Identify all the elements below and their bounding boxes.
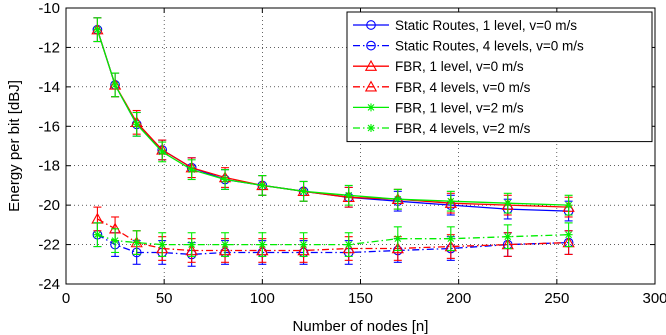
legend-marker — [366, 20, 376, 30]
ticks: 0 50 100 150 200 250 300 -10 -12 -14 -16 -18 -20 -22 -… — [38, 0, 666, 307]
data-point — [158, 240, 167, 249]
legend-label: FBR, 4 levels, v=2 m/s — [395, 121, 531, 136]
legend-marker — [367, 103, 375, 112]
data-point — [221, 175, 230, 184]
y-tick-label: -22 — [38, 237, 60, 254]
legend-entry: Static Routes, 1 level, v=0 m/s — [353, 18, 577, 33]
x-tick-label: 0 — [62, 290, 70, 307]
legend: Static Routes, 1 level, v=0 m/s Static Ro… — [346, 11, 653, 143]
legend-entry: FBR, 4 levels, v=0 m/s — [353, 80, 531, 95]
y-tick-label: -10 — [38, 0, 60, 17]
x-tick-label: 200 — [446, 290, 471, 307]
data-point — [299, 240, 308, 249]
x-tick-label: 150 — [348, 290, 373, 307]
legend-marker — [364, 59, 378, 71]
series-6 — [93, 222, 573, 257]
data-point — [344, 191, 353, 200]
data-point — [187, 240, 196, 249]
data-point — [564, 230, 573, 239]
y-tick-label: -20 — [38, 197, 60, 214]
data-point — [132, 120, 141, 129]
legend-marker — [367, 124, 375, 132]
legend-entry: Static Routes, 4 levels, v=0 m/s — [353, 39, 584, 54]
data-point — [258, 240, 267, 249]
data-point — [344, 240, 353, 249]
legend-entry: FBR, 1 level, v=0 m/s — [353, 59, 524, 74]
data-point — [564, 201, 573, 210]
x-tick-label: 300 — [642, 290, 666, 307]
data-point — [132, 238, 141, 247]
legend-marker — [366, 40, 376, 51]
data-point — [446, 234, 455, 243]
data-point — [158, 147, 167, 156]
legend-label: FBR, 4 levels, v=0 m/s — [395, 80, 531, 95]
data-point — [93, 230, 102, 239]
y-tick-label: -12 — [38, 39, 60, 56]
data-point — [111, 236, 120, 245]
legend-entry: FBR, 4 levels, v=2 m/s — [353, 121, 531, 136]
data-point — [258, 181, 267, 190]
legend-label: FBR, 1 level, v=0 m/s — [395, 59, 524, 74]
legend-entry: FBR, 1 level, v=2 m/s — [353, 100, 524, 115]
x-tick-label: 250 — [544, 290, 569, 307]
data-point — [446, 197, 455, 206]
data-point — [221, 240, 230, 249]
y-tick-label: -18 — [38, 158, 60, 175]
y-tick-label: -14 — [38, 79, 60, 96]
legend-box — [346, 11, 653, 143]
data-point — [111, 80, 120, 89]
data-point — [299, 187, 308, 196]
legend-label: Static Routes, 4 levels, v=0 m/s — [395, 39, 584, 54]
data-point — [503, 232, 512, 241]
series-layer — [91, 17, 575, 267]
data-point — [93, 25, 102, 34]
y-tick-label: -24 — [38, 276, 60, 293]
y-axis-title: Energy per bit [dBJ] — [6, 80, 23, 212]
data-point — [393, 195, 402, 204]
y-tick-label: -16 — [38, 118, 60, 135]
data-point — [187, 165, 196, 174]
legend-marker — [364, 80, 378, 92]
legend-label: Static Routes, 1 level, v=0 m/s — [395, 18, 577, 33]
series-5 — [93, 17, 573, 216]
data-point — [391, 242, 404, 254]
x-axis-title: Number of nodes [n] — [293, 318, 429, 335]
data-point — [393, 234, 402, 243]
data-point — [503, 199, 512, 208]
legend-label: FBR, 1 level, v=2 m/s — [395, 100, 524, 115]
x-tick-label: 100 — [250, 290, 275, 307]
x-tick-label: 50 — [156, 290, 173, 307]
